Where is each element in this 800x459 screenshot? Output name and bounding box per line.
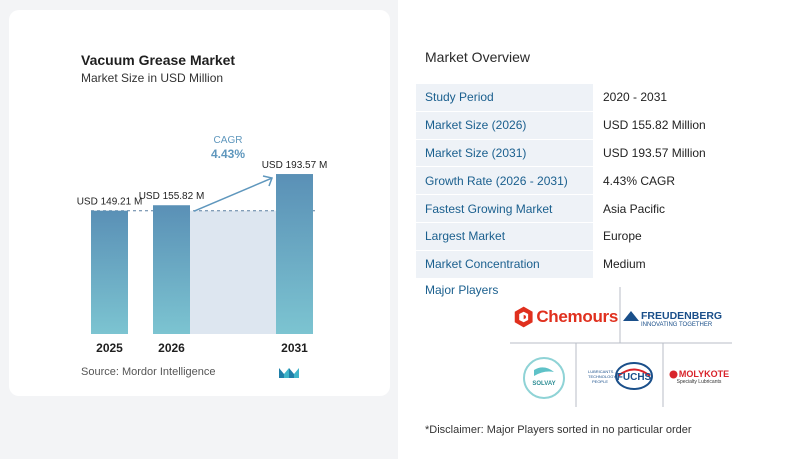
category-label-2031: 2031 — [281, 341, 308, 355]
disclaimer: *Disclaimer: Major Players sorted in no … — [425, 424, 692, 436]
overview-row-market-size-2026: Market Size (2026) USD 155.82 Million — [416, 111, 786, 140]
row-key: Study Period — [416, 84, 593, 111]
value-label-2026: USD 155.82 M — [139, 191, 205, 202]
mordor-logo-icon — [279, 368, 299, 378]
overview-row-market-size-2031: Market Size (2031) USD 193.57 Million — [416, 139, 786, 168]
logo-grid-lines — [510, 287, 732, 407]
cagr-label: CAGR — [214, 135, 243, 146]
source-label: Source: Mordor Intelligence — [81, 366, 216, 378]
chemours-wordmark: Chemours — [536, 307, 618, 326]
fuchs-wordmark: FUCHS — [617, 372, 652, 383]
overview-row-growth-rate: Growth Rate (2026 - 2031) 4.43% CAGR — [416, 167, 786, 196]
value-label-2025: USD 149.21 M — [77, 197, 143, 208]
cagr-arrow-head-icon — [262, 175, 274, 187]
major-players-logos: Chemours FREUDENBERG INNOVATING TOGETHER… — [510, 287, 732, 409]
chemours-logo: Chemours — [514, 297, 618, 337]
overview-table: Study Period 2020 - 2031 Market Size (202… — [416, 84, 786, 279]
overview-row-study-period: Study Period 2020 - 2031 — [416, 84, 786, 112]
molykote-wordmark: MOLYKOTE — [678, 369, 730, 379]
row-key: Fastest Growing Market — [416, 195, 593, 222]
solvay-mark-icon — [523, 357, 565, 399]
row-key: Largest Market — [416, 222, 593, 250]
molykote-tagline: Specialty Lubricants — [676, 379, 722, 385]
chart-subtitle: Market Size in USD Million — [81, 71, 224, 85]
row-key: Market Size (2026) — [416, 111, 593, 139]
fuchs-tagline: LUBRICANTS. TECHNOLOGY. PEOPLE — [588, 368, 617, 384]
overview-title: Market Overview — [425, 49, 531, 65]
bar-2026 — [153, 205, 190, 334]
solvay-logo: SOLVAY — [516, 353, 572, 403]
solvay-wordmark: SOLVAY — [532, 381, 556, 387]
overview-row-concentration: Market Concentration Medium — [416, 250, 786, 279]
row-value: Medium — [593, 250, 786, 278]
fuchs-mark-icon: FUCHS — [615, 362, 653, 390]
overview-row-largest-market: Largest Market Europe — [416, 222, 786, 251]
cagr-arrow-line — [193, 177, 273, 212]
cagr-value: 4.43% — [211, 147, 245, 161]
molykote-logo: MOLYKOTE Specialty Lubricants — [666, 357, 732, 397]
row-value: USD 155.82 Million — [593, 111, 786, 139]
row-key: Market Size (2031) — [416, 139, 593, 167]
bar-chart: USD 149.21 M 2025 USD 155.82 M 2026 USD 193.… — [77, 135, 328, 355]
row-value: Asia Pacific — [593, 195, 786, 222]
bar-2031 — [276, 174, 313, 334]
major-players-label: Major Players — [425, 283, 499, 297]
bar-2025 — [91, 210, 128, 334]
freudenberg-tagline: INNOVATING TOGETHER — [641, 322, 713, 328]
freudenberg-wordmark: FREUDENBERG — [641, 310, 723, 322]
row-value: USD 193.57 Million — [593, 139, 786, 167]
overview-row-fastest-growing: Fastest Growing Market Asia Pacific — [416, 195, 786, 223]
chart-title: Vacuum Grease Market — [81, 52, 236, 68]
freudenberg-logo: FREUDENBERG INNOVATING TOGETHER — [623, 301, 731, 337]
row-value: Europe — [593, 222, 786, 250]
value-label-2031: USD 193.57 M — [262, 160, 328, 171]
row-value: 4.43% CAGR — [593, 167, 786, 195]
chemours-mark-icon — [514, 306, 533, 328]
freudenberg-mark-icon — [623, 311, 639, 321]
growth-shade-area — [190, 210, 276, 334]
row-value: 2020 - 2031 — [593, 84, 786, 111]
fuchs-logo: LUBRICANTS. TECHNOLOGY. PEOPLE FUCHS — [582, 353, 660, 399]
molykote-mark-icon — [669, 370, 678, 378]
row-key: Market Concentration — [416, 250, 593, 278]
row-key: Growth Rate (2026 - 2031) — [416, 167, 593, 195]
category-label-2026: 2026 — [158, 341, 185, 355]
category-label-2025: 2025 — [96, 341, 123, 355]
